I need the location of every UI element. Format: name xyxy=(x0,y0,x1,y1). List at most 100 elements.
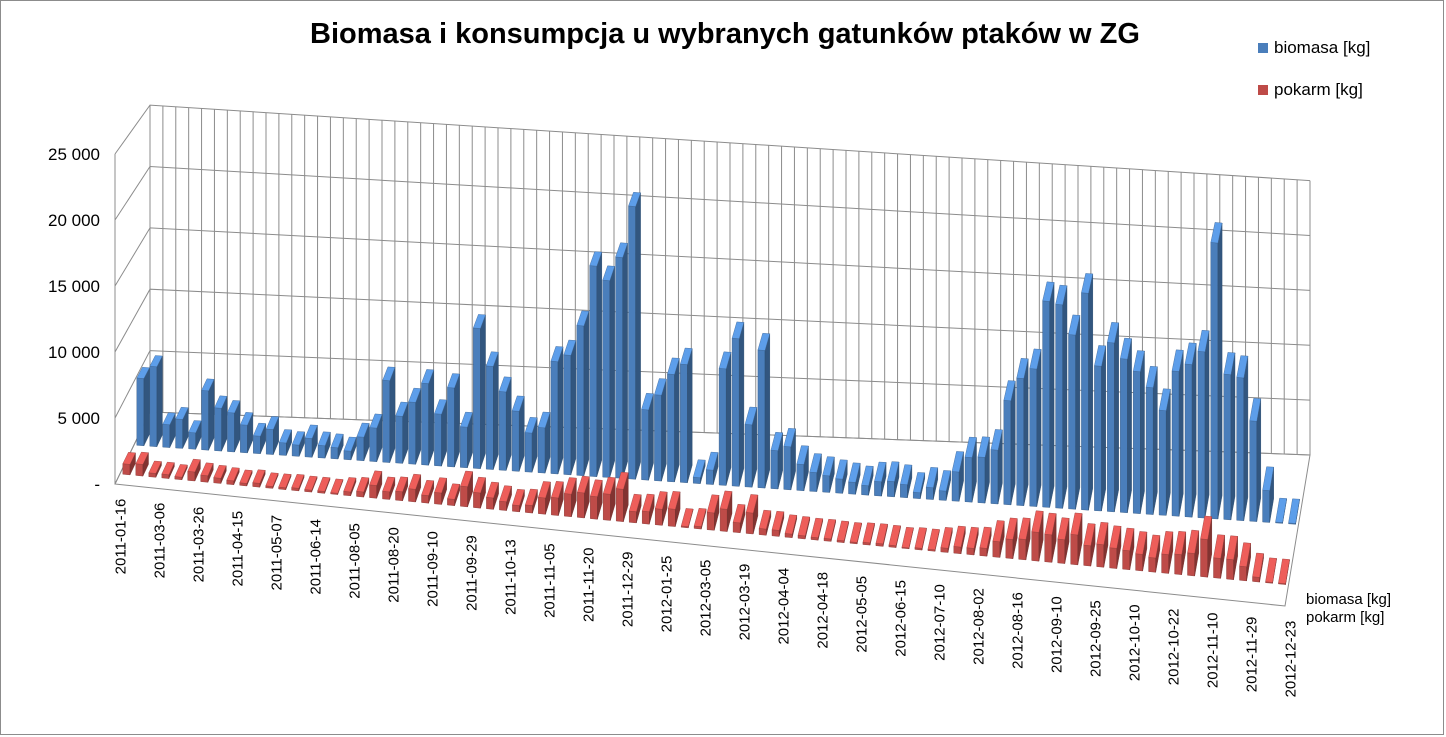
biomasa-bar xyxy=(537,411,551,474)
biomasa-bar xyxy=(731,321,745,487)
x-tick-label: 2012-07-10 xyxy=(931,584,948,661)
pokarm-bar xyxy=(992,520,1005,558)
x-tick-label: 2012-08-02 xyxy=(971,588,988,665)
biomasa-bar xyxy=(990,429,1003,505)
pokarm-bar xyxy=(226,467,240,485)
pokarm-bar xyxy=(486,481,499,510)
x-tick-label: 2011-01-16 xyxy=(112,499,129,575)
biomasa-bar xyxy=(227,400,241,453)
pokarm-bar xyxy=(252,469,266,488)
pokarm-bar xyxy=(966,526,979,556)
biomasa-bar xyxy=(162,412,176,448)
pokarm-bar xyxy=(719,490,733,532)
biomasa-bar xyxy=(977,436,990,504)
pokarm-bar xyxy=(395,476,409,502)
legend-swatch-biomasa xyxy=(1258,43,1268,53)
biomasa-bar xyxy=(265,416,279,455)
pokarm-bar xyxy=(135,451,149,477)
biomasa-bar xyxy=(550,346,564,475)
biomasa-bar xyxy=(136,367,150,447)
biomasa-bar xyxy=(330,433,344,460)
biomasa-bar xyxy=(1068,314,1081,510)
biomasa-bar xyxy=(240,412,254,454)
biomasa-bar xyxy=(149,355,163,447)
biomasa-bar xyxy=(460,411,473,469)
pokarm-bar xyxy=(499,485,512,511)
pokarm-bar xyxy=(706,494,720,531)
biomasa-bar xyxy=(1094,345,1107,512)
gridline-y-5 xyxy=(114,104,1311,182)
biomasa-bar xyxy=(175,406,189,449)
biomasa-bar xyxy=(201,378,215,451)
pokarm-bar xyxy=(862,522,875,546)
pokarm-bar xyxy=(382,476,396,500)
pokarm-bar xyxy=(174,464,188,481)
x-tick-label: 2012-11-10 xyxy=(1205,613,1222,689)
biomasa-bar xyxy=(434,399,447,467)
x-tick-label: 2011-10-13 xyxy=(503,539,520,615)
biomasa-bar xyxy=(317,431,331,459)
biomasa-bar xyxy=(796,445,809,492)
pokarm-bar xyxy=(1161,531,1174,574)
biomasa-bar xyxy=(1223,352,1236,521)
biomasa-bar xyxy=(304,424,318,458)
pokarm-bar xyxy=(979,526,992,557)
x-axis: 2011-01-16 2011-03-06 2011-03-26 2011-04-15… xyxy=(112,499,1299,698)
x-tick-label: 2011-04-15 xyxy=(229,511,246,587)
pokarm-bar xyxy=(758,509,772,536)
biomasa-bar xyxy=(602,265,615,478)
pokarm-bar xyxy=(953,525,966,555)
x-tick-label: 2011-05-07 xyxy=(269,515,286,591)
y-axis: - 5 000 10 000 15 000 20 000 25 000 xyxy=(48,145,100,494)
biomasa-bar xyxy=(1262,466,1274,523)
x-tick-label: 2012-09-10 xyxy=(1048,596,1065,673)
biomasa-bar xyxy=(421,369,435,466)
pokarm-bar xyxy=(356,476,370,498)
x-tick-label: 2012-06-15 xyxy=(893,580,910,657)
pokarm-bar xyxy=(1265,557,1277,584)
pokarm-bar xyxy=(291,474,305,492)
x-tick-label: 2012-11-29 xyxy=(1244,617,1261,693)
pokarm-bar xyxy=(771,510,785,537)
pokarm-bar xyxy=(810,517,824,541)
biomasa-bar xyxy=(951,451,964,502)
x-tick-label: 2011-09-29 xyxy=(463,535,480,611)
legend-label-pokarm: pokarm [kg] xyxy=(1274,80,1363,99)
pokarm-bar xyxy=(1096,521,1109,568)
biomasa-bar xyxy=(615,242,628,479)
biomasa-bar xyxy=(925,467,939,500)
pokarm-bar xyxy=(693,508,707,530)
biomasa-bar xyxy=(938,470,951,501)
biomasa-bar xyxy=(1132,350,1145,514)
y-tick-label: 5 000 xyxy=(57,409,100,428)
x-tick-label: 2012-03-19 xyxy=(737,564,754,641)
pokarm-bar xyxy=(1239,542,1251,582)
pokarm-bar xyxy=(408,473,422,503)
pokarm-bar xyxy=(564,477,577,518)
biomasa-bar xyxy=(1081,273,1094,511)
biomasa-bar xyxy=(1236,355,1249,521)
biomasa-bar xyxy=(1029,348,1042,507)
biomasa-bar xyxy=(511,395,525,472)
biomasa-bar xyxy=(1171,349,1184,517)
biomasa-bar xyxy=(680,347,693,484)
pokarm-bar xyxy=(239,469,253,487)
pokarm-bar xyxy=(447,483,460,506)
legend-swatch-pokarm xyxy=(1258,85,1268,95)
pokarm-bar xyxy=(317,476,331,494)
biomasa-bar xyxy=(912,472,926,499)
y-tick-label: 10 000 xyxy=(48,343,100,362)
x-tick-label: 2011-09-10 xyxy=(425,531,442,607)
pokarm-bar xyxy=(1031,510,1044,562)
pokarm-bar xyxy=(1200,515,1213,578)
x-tick-label: 2012-10-22 xyxy=(1165,609,1182,686)
pokarm-bar xyxy=(1018,517,1031,561)
pokarm-bar xyxy=(538,481,551,515)
biomasa-bar xyxy=(291,431,305,457)
pokarm-bar xyxy=(641,493,655,525)
biomasa-bar xyxy=(757,332,771,489)
x-tick-label: 2012-01-25 xyxy=(659,556,676,633)
biomasa-bar xyxy=(253,422,267,454)
x-tick-label: 2011-11-05 xyxy=(542,543,559,618)
biomasa-bar xyxy=(705,451,719,485)
